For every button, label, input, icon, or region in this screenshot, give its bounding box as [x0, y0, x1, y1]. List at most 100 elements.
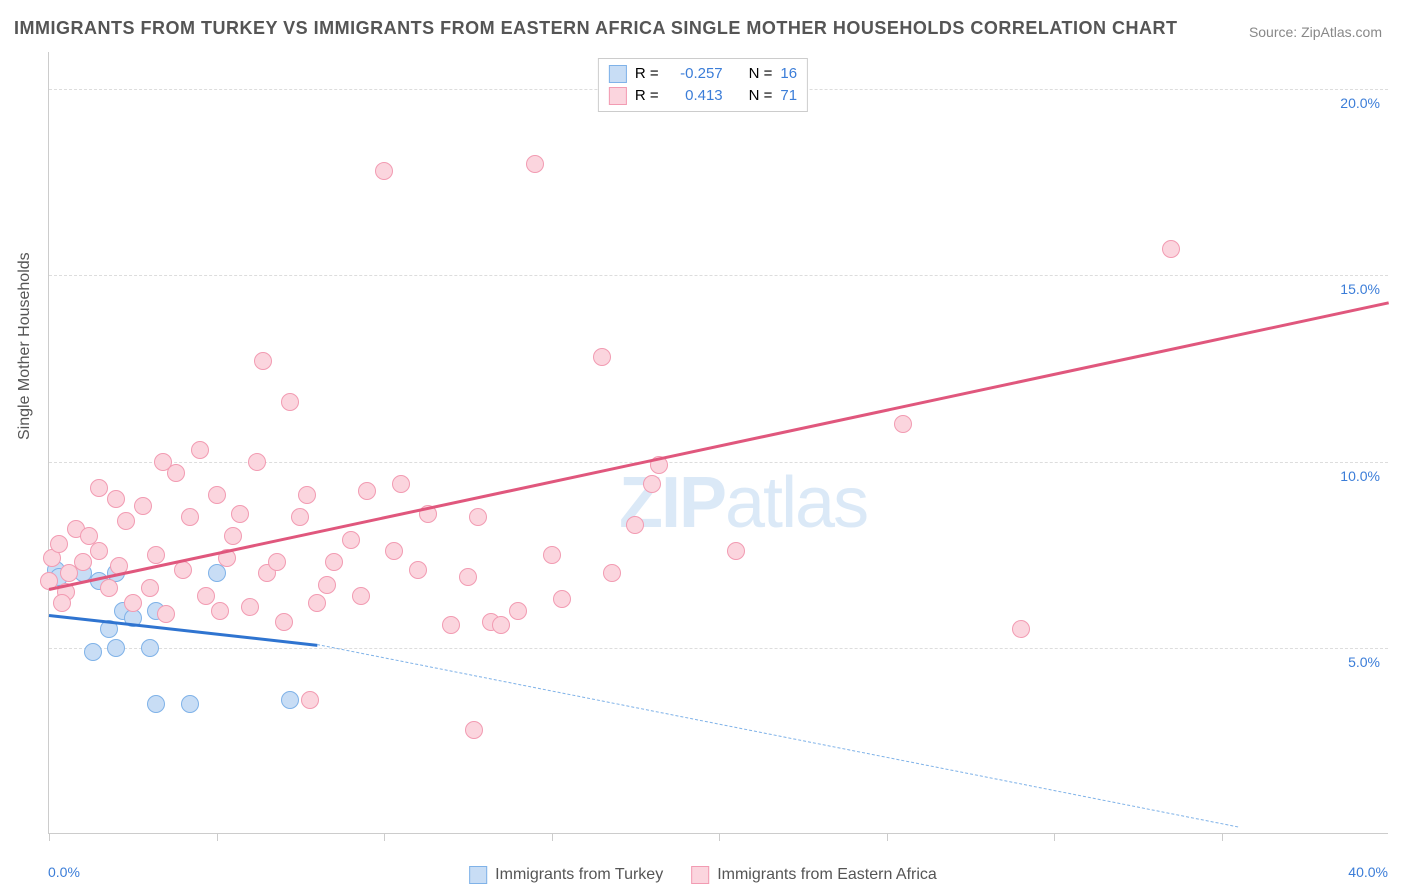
data-point — [727, 542, 745, 560]
data-point — [224, 527, 242, 545]
data-point — [894, 415, 912, 433]
data-point — [281, 393, 299, 411]
n-label: N = — [749, 85, 773, 107]
trend-line — [49, 302, 1390, 592]
data-point — [643, 475, 661, 493]
chart-plot-area: ZIPatlas 5.0% 10.0% 15.0% 20.0% — [48, 52, 1388, 834]
data-point — [90, 479, 108, 497]
data-point — [211, 602, 229, 620]
data-point — [358, 482, 376, 500]
n-value: 71 — [780, 85, 797, 107]
data-point — [241, 598, 259, 616]
chart-title: IMMIGRANTS FROM TURKEY VS IMMIGRANTS FRO… — [14, 18, 1178, 39]
x-min-label: 0.0% — [48, 864, 80, 880]
data-point — [543, 546, 561, 564]
data-point — [117, 512, 135, 530]
x-max-label: 40.0% — [1348, 864, 1388, 880]
x-tick — [552, 833, 553, 841]
data-point — [208, 486, 226, 504]
r-value: 0.413 — [667, 85, 723, 107]
x-tick — [1222, 833, 1223, 841]
source-label: Source: ZipAtlas.com — [1249, 24, 1382, 40]
data-point — [469, 508, 487, 526]
gridline — [49, 275, 1388, 276]
legend-label: Immigrants from Turkey — [495, 866, 663, 884]
data-point — [141, 639, 159, 657]
n-value: 16 — [780, 63, 797, 85]
watermark-thin: atlas — [725, 463, 867, 543]
y-tick-label: 20.0% — [1340, 95, 1380, 111]
series-legend: Immigrants from Turkey Immigrants from Ea… — [469, 866, 937, 884]
data-point — [281, 691, 299, 709]
y-tick-label: 10.0% — [1340, 468, 1380, 484]
data-point — [90, 542, 108, 560]
data-point — [409, 561, 427, 579]
data-point — [352, 587, 370, 605]
y-tick-label: 5.0% — [1348, 654, 1380, 670]
data-point — [181, 695, 199, 713]
legend-swatch — [609, 65, 627, 83]
legend-item: Immigrants from Turkey — [469, 866, 663, 884]
data-point — [298, 486, 316, 504]
data-point — [526, 155, 544, 173]
data-point — [492, 616, 510, 634]
data-point — [141, 579, 159, 597]
x-tick — [887, 833, 888, 841]
data-point — [465, 721, 483, 739]
data-point — [509, 602, 527, 620]
trend-line — [317, 644, 1238, 827]
data-point — [291, 508, 309, 526]
correlation-legend: R =-0.257N =16R =0.413N =71 — [598, 58, 808, 112]
legend-row: R =-0.257N =16 — [609, 63, 797, 85]
legend-swatch — [469, 866, 487, 884]
data-point — [375, 162, 393, 180]
data-point — [157, 605, 175, 623]
data-point — [268, 553, 286, 571]
data-point — [385, 542, 403, 560]
x-tick — [384, 833, 385, 841]
data-point — [553, 590, 571, 608]
data-point — [134, 497, 152, 515]
r-label: R = — [635, 63, 659, 85]
data-point — [231, 505, 249, 523]
legend-row: R =0.413N =71 — [609, 85, 797, 107]
data-point — [275, 613, 293, 631]
data-point — [167, 464, 185, 482]
x-tick — [49, 833, 50, 841]
data-point — [442, 616, 460, 634]
data-point — [325, 553, 343, 571]
legend-item: Immigrants from Eastern Africa — [691, 866, 937, 884]
x-tick — [719, 833, 720, 841]
data-point — [107, 639, 125, 657]
data-point — [318, 576, 336, 594]
data-point — [459, 568, 477, 586]
data-point — [593, 348, 611, 366]
data-point — [308, 594, 326, 612]
legend-swatch — [691, 866, 709, 884]
data-point — [208, 564, 226, 582]
data-point — [107, 490, 125, 508]
n-label: N = — [749, 63, 773, 85]
data-point — [197, 587, 215, 605]
data-point — [191, 441, 209, 459]
data-point — [147, 695, 165, 713]
watermark: ZIPatlas — [619, 462, 867, 544]
x-tick — [1054, 833, 1055, 841]
data-point — [342, 531, 360, 549]
data-point — [603, 564, 621, 582]
gridline — [49, 648, 1388, 649]
data-point — [248, 453, 266, 471]
data-point — [301, 691, 319, 709]
legend-label: Immigrants from Eastern Africa — [717, 866, 937, 884]
data-point — [124, 594, 142, 612]
y-tick-label: 15.0% — [1340, 281, 1380, 297]
legend-swatch — [609, 87, 627, 105]
x-tick — [217, 833, 218, 841]
data-point — [392, 475, 410, 493]
data-point — [84, 643, 102, 661]
data-point — [1162, 240, 1180, 258]
data-point — [100, 579, 118, 597]
data-point — [74, 553, 92, 571]
data-point — [254, 352, 272, 370]
data-point — [181, 508, 199, 526]
